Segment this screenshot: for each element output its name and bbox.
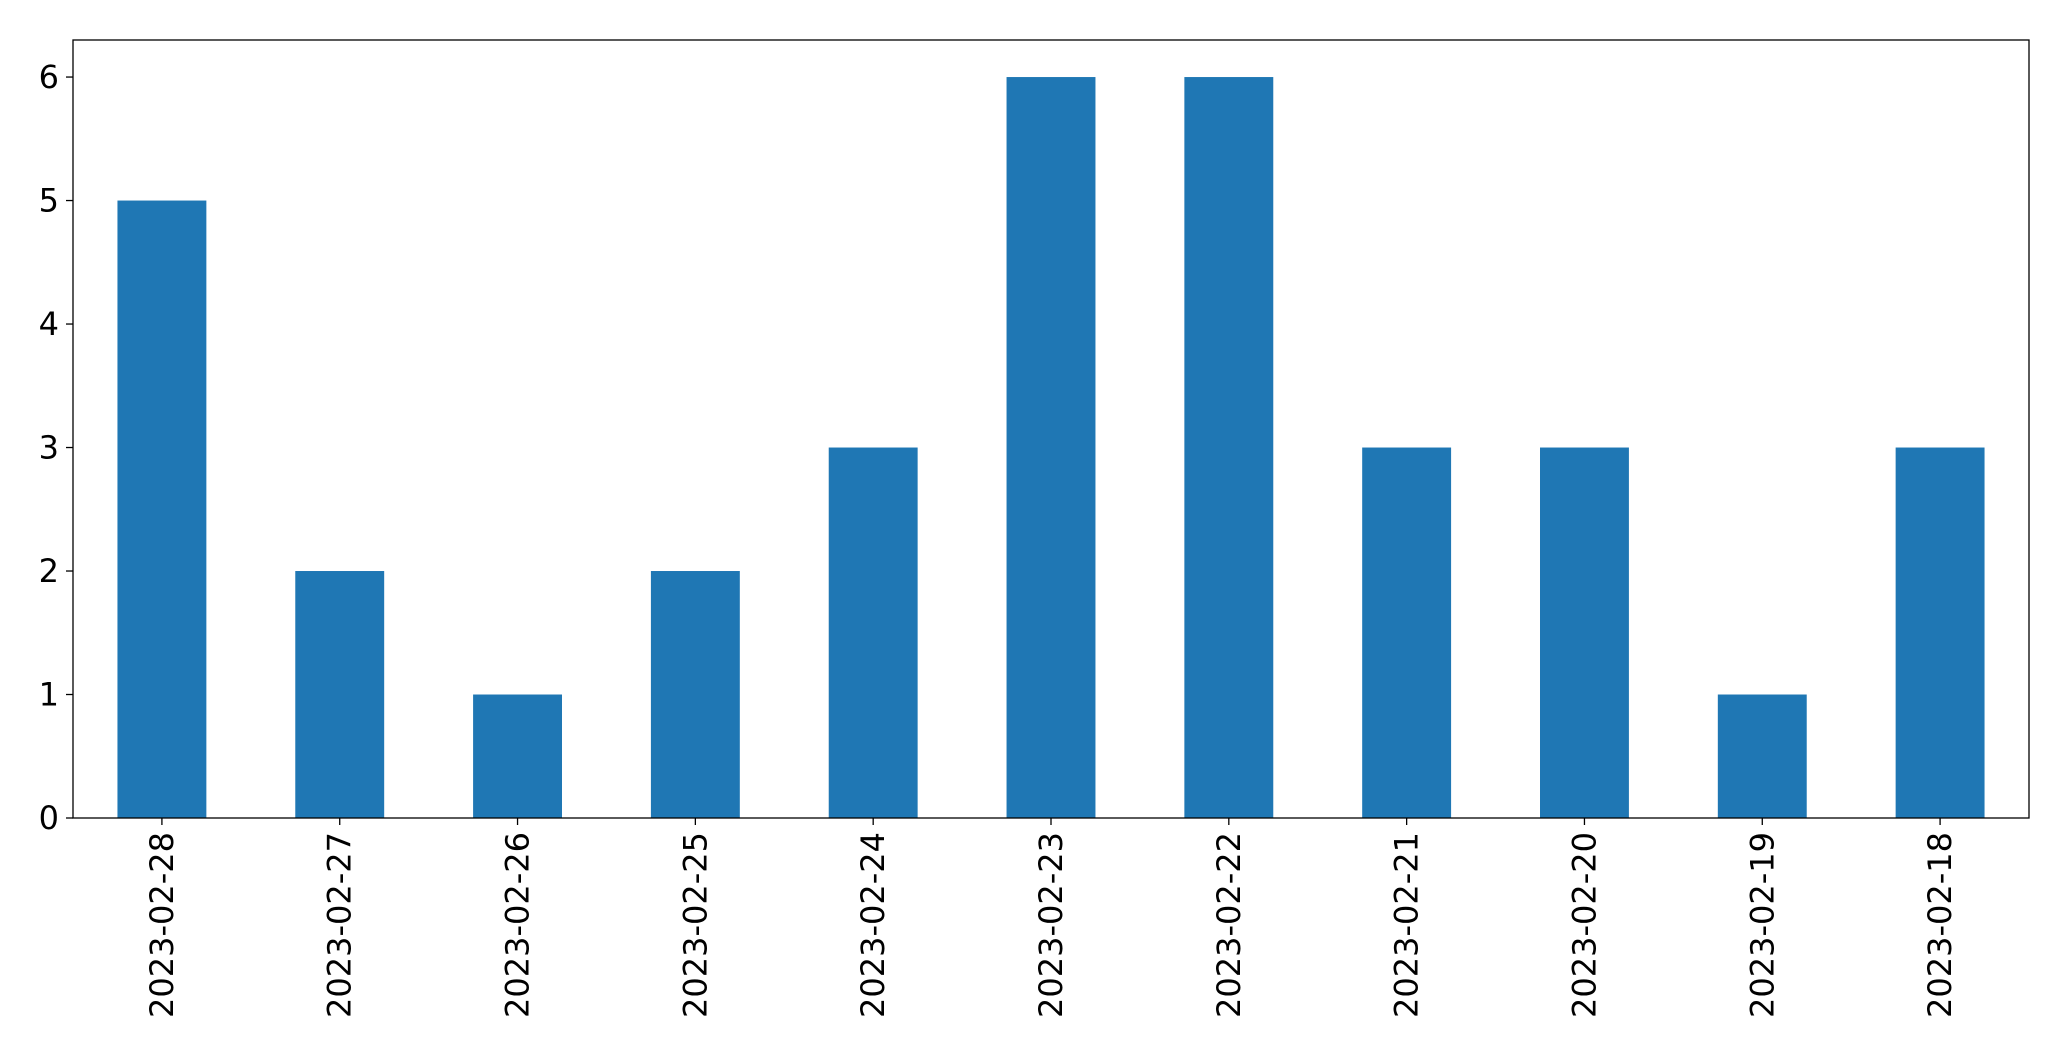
bar	[1362, 447, 1452, 818]
y-tick-label: 5	[39, 182, 59, 220]
bar	[1184, 77, 1274, 819]
bar	[473, 694, 562, 818]
y-tick-label: 3	[39, 429, 59, 467]
x-tick-label: 2023-02-18	[1921, 832, 1959, 1018]
x-tick-label: 2023-02-22	[1210, 832, 1248, 1018]
bar	[1895, 447, 1985, 818]
x-tick-label: 2023-02-28	[143, 832, 181, 1018]
y-tick-label: 4	[39, 305, 59, 343]
x-tick-label: 2023-02-19	[1743, 832, 1781, 1018]
y-tick-label: 1	[39, 676, 59, 714]
x-tick-label: 2023-02-24	[854, 832, 892, 1018]
y-tick-label: 2	[39, 552, 59, 590]
bar	[1717, 694, 1807, 818]
bar	[117, 200, 207, 819]
x-tick-label: 2023-02-20	[1565, 832, 1603, 1018]
x-tick-label: 2023-02-25	[676, 832, 714, 1018]
y-tick-label: 6	[39, 58, 59, 96]
x-tick-label: 2023-02-21	[1388, 832, 1426, 1018]
bar	[1540, 447, 1629, 818]
x-tick-label: 2023-02-23	[1032, 832, 1070, 1018]
bar	[650, 571, 740, 818]
bar	[1006, 77, 1096, 819]
bar	[295, 571, 385, 818]
x-tick-label: 2023-02-26	[499, 832, 537, 1018]
plot-frame	[72, 39, 2030, 819]
bar	[828, 447, 918, 818]
y-tick-label: 0	[39, 799, 59, 837]
x-tick-label: 2023-02-27	[321, 832, 359, 1018]
